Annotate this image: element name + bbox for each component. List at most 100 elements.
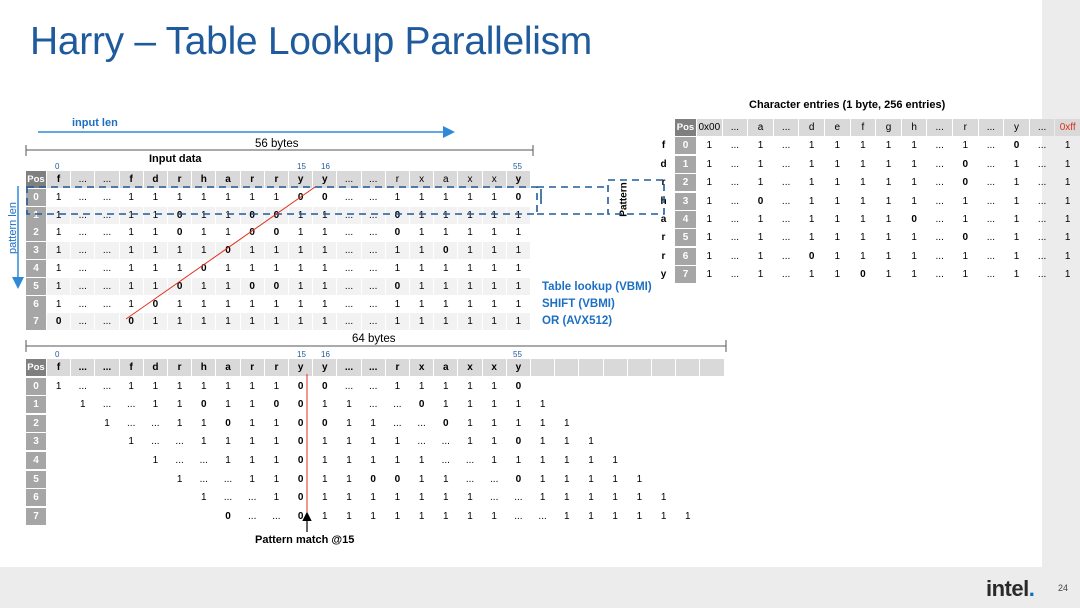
char-header-cell: 0xff [1055, 119, 1080, 136]
char-data-cell: 0 [911, 214, 917, 225]
shifted-data-cell: 0 [443, 417, 449, 429]
page-number: 24 [1057, 583, 1068, 593]
shifted-data-cell: 0 [225, 510, 231, 522]
shifted-data-cell: 1 [539, 399, 546, 411]
shifted-data-cell: 1 [152, 380, 159, 392]
input-data-cell: 1 [289, 260, 313, 277]
input-data-cell: 1 [434, 206, 458, 224]
input-data-cell: 1 [458, 260, 482, 277]
shifted-data-cell: ... [78, 380, 87, 392]
char-data-cell: ... [781, 269, 791, 281]
char-data-cell: 1 [808, 269, 815, 281]
input-data-cell: 1 [119, 295, 143, 313]
char-data-cell: 1 [885, 232, 892, 244]
input-data-cell: ... [337, 260, 361, 277]
char-data-cell: 1 [834, 269, 841, 281]
char-header-cell: ... [978, 119, 1004, 136]
char-data-cell: ... [935, 269, 944, 281]
input-data-cell: 1 [482, 206, 506, 224]
input-data-cell: 1 [168, 188, 192, 206]
char-header-cell: a [748, 119, 773, 136]
shifted-tick-55: 55 [513, 350, 522, 359]
char-data-cell: ... [986, 195, 996, 207]
shifted-data-cell: 1 [394, 436, 401, 448]
shifted-data-cell: 1 [225, 436, 231, 448]
input-tick-55: 55 [513, 162, 522, 171]
input-data-cell: ... [71, 260, 95, 277]
char-header-cell: Pos [675, 119, 696, 136]
input-data-cell: 1 [458, 313, 482, 331]
shifted-data-cell: 1 [467, 380, 473, 392]
input-data-cell: 1 [216, 224, 240, 242]
input-data-cell: 1 [47, 295, 71, 313]
bytes-56-brace [25, 145, 534, 156]
char-data-cell: ... [730, 177, 740, 189]
shifted-data-cell: 0 [322, 417, 328, 429]
shifted-data-cell: ... [151, 436, 160, 448]
input-data-cell: 1 [143, 277, 167, 295]
char-data-cell: 1 [860, 232, 866, 244]
input-header-cell: y [289, 171, 313, 188]
input-data-cell: 1 [482, 224, 506, 242]
char-data-cell: ... [986, 177, 996, 189]
shifted-data-cell: 1 [491, 436, 497, 448]
shifted-data-cell: 1 [346, 436, 352, 448]
char-header-cell: ... [773, 119, 799, 136]
note-shift: SHIFT (VBMI) [542, 298, 615, 310]
char-data-cell: 1 [885, 158, 892, 170]
input-data-cell: ... [361, 295, 385, 313]
shifted-header-cell: ... [71, 359, 95, 376]
char-data-cell: 1 [860, 250, 866, 262]
char-pattern-char: r [661, 250, 666, 262]
right-margin-bar [1042, 0, 1080, 608]
shifted-data-cell: 1 [564, 417, 570, 429]
footer-bar [0, 567, 1080, 608]
shifted-data-cell: 1 [273, 380, 280, 392]
input-data-cell: 1 [385, 188, 409, 206]
input-data-cell: 1 [216, 277, 240, 295]
char-data-cell: 1 [1064, 250, 1071, 262]
shifted-data-cell: 1 [273, 417, 280, 429]
shifted-data-cell: 1 [346, 473, 352, 485]
input-header-cell: f [47, 171, 71, 188]
input-header-cell: ... [361, 171, 385, 188]
input-data-cell: ... [361, 260, 385, 277]
input-data-cell: 1 [506, 242, 530, 260]
char-data-cell: 1 [706, 140, 713, 152]
input-header-cell: a [434, 171, 458, 188]
shifted-data-cell: 0 [322, 380, 328, 392]
input-data-cell: 1 [458, 295, 482, 313]
input-data-cell: 1 [47, 260, 71, 277]
char-pos-cell: 1 [675, 155, 696, 173]
input-data-cell: 0 [313, 188, 337, 206]
bytes-64-label: 64 bytes [352, 333, 396, 345]
shifted-data-cell: 0 [297, 473, 304, 485]
input-data-cell: 1 [410, 313, 434, 331]
input-data-cell: ... [337, 188, 361, 206]
input-header-cell: x [482, 171, 506, 188]
input-data-cell: 1 [143, 206, 167, 224]
input-data-cell: 1 [434, 295, 458, 313]
input-data-cell: 1 [168, 260, 192, 277]
slide-title: Harry – Table Lookup Parallelism [30, 20, 592, 63]
input-data-cell: 1 [313, 277, 337, 295]
shifted-header-cell: ... [95, 359, 119, 376]
char-data-cell: ... [730, 269, 740, 281]
input-data-cell: 1 [434, 260, 458, 277]
shifted-data-cell: 1 [564, 492, 570, 504]
char-data-cell: ... [781, 250, 791, 262]
shifted-header-cell: f [119, 359, 143, 376]
shifted-data-cell: ... [514, 492, 523, 504]
char-data-cell: ... [730, 195, 740, 207]
char-data-cell: 1 [757, 214, 764, 225]
char-data-cell: ... [935, 214, 944, 225]
shifted-data-cell: ... [199, 455, 208, 466]
input-header-cell: r [385, 171, 409, 188]
shifted-data-cell: ... [248, 492, 257, 504]
input-data-cell: ... [95, 206, 119, 224]
input-data-cell: 1 [192, 277, 216, 295]
input-data-cell: 0 [192, 260, 216, 277]
input-data-cell: 0 [385, 206, 409, 224]
char-data-cell: ... [935, 177, 944, 189]
